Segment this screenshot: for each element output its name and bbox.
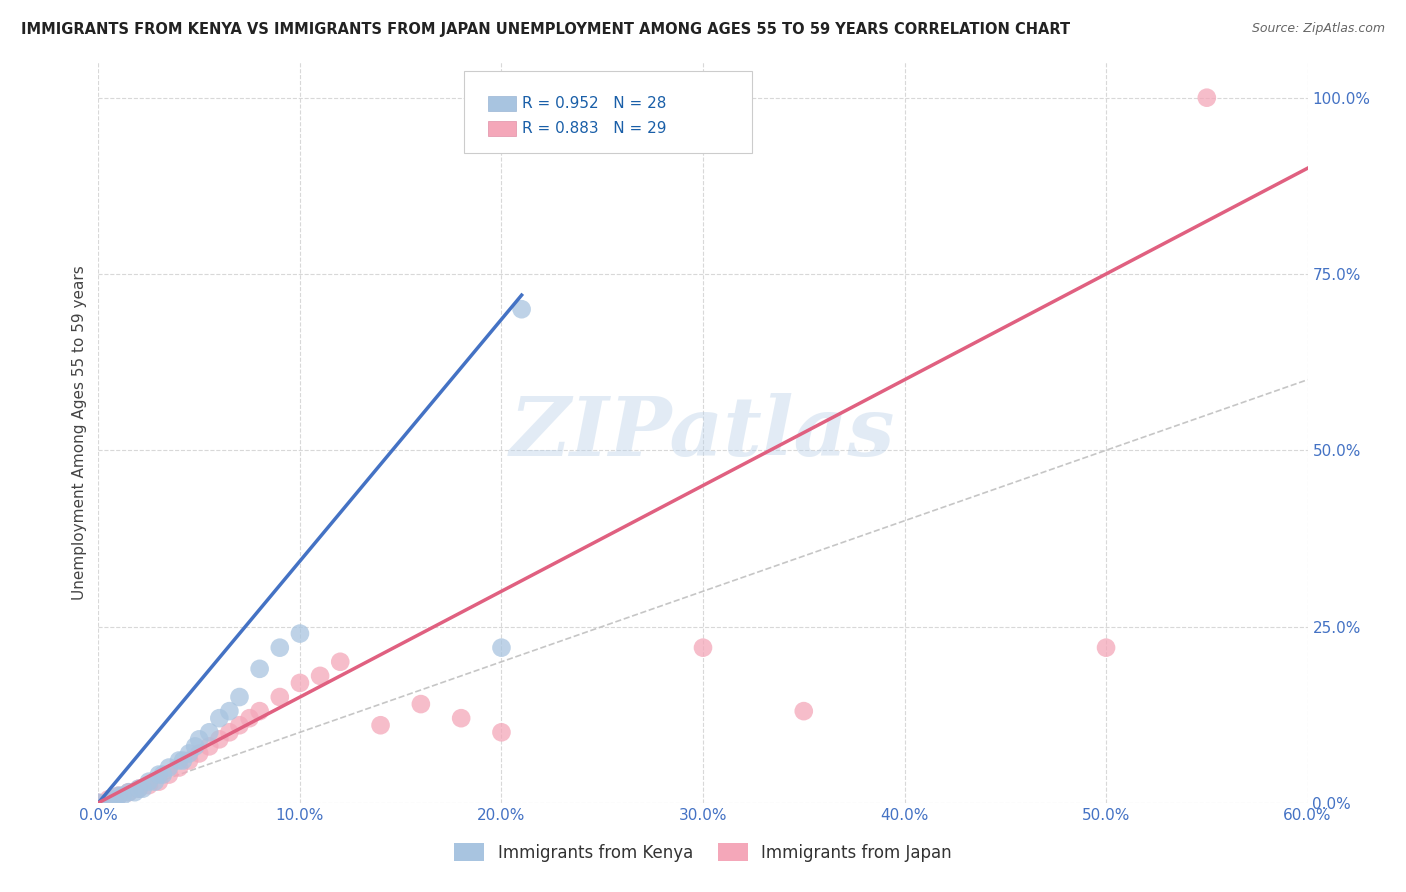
Point: [288, 626, 311, 640]
Point: [118, 785, 141, 799]
Y-axis label: Unemployment Among Ages 55 to 59 years: Unemployment Among Ages 55 to 59 years: [72, 265, 87, 600]
Point: [97, 796, 120, 810]
Point: [132, 781, 155, 796]
Point: [188, 732, 211, 747]
Point: [157, 760, 180, 774]
Legend: Immigrants from Kenya, Immigrants from Japan: Immigrants from Kenya, Immigrants from J…: [447, 837, 959, 869]
Text: IMMIGRANTS FROM KENYA VS IMMIGRANTS FROM JAPAN UNEMPLOYMENT AMONG AGES 55 TO 59 : IMMIGRANTS FROM KENYA VS IMMIGRANTS FROM…: [21, 22, 1070, 37]
Point: [179, 747, 201, 761]
Point: [269, 640, 291, 655]
Point: [188, 747, 211, 761]
Point: [103, 792, 125, 806]
Point: [218, 704, 240, 718]
Point: [124, 785, 146, 799]
Point: [269, 690, 291, 704]
Point: [228, 690, 250, 704]
Point: [148, 774, 170, 789]
Point: [107, 789, 129, 803]
Point: [172, 754, 194, 768]
Text: R = 0.952   N = 28: R = 0.952 N = 28: [522, 96, 666, 112]
Point: [87, 796, 110, 810]
Text: R = 0.883   N = 29: R = 0.883 N = 29: [522, 121, 666, 136]
Point: [107, 789, 129, 803]
Point: [409, 697, 432, 711]
Point: [329, 655, 352, 669]
Point: [228, 718, 250, 732]
Point: [218, 725, 240, 739]
Point: [148, 767, 170, 781]
Point: [167, 754, 190, 768]
Point: [1195, 91, 1218, 105]
Text: Source: ZipAtlas.com: Source: ZipAtlas.com: [1251, 22, 1385, 36]
Point: [793, 704, 815, 718]
Point: [138, 774, 160, 789]
Point: [111, 789, 134, 803]
Point: [157, 767, 180, 781]
Point: [208, 711, 231, 725]
Point: [143, 774, 166, 789]
Point: [97, 792, 120, 806]
Point: [249, 704, 271, 718]
Point: [198, 725, 221, 739]
Point: [198, 739, 221, 754]
Point: [87, 796, 110, 810]
Point: [450, 711, 472, 725]
Point: [1095, 640, 1118, 655]
Point: [510, 302, 533, 317]
Point: [491, 640, 513, 655]
Point: [118, 785, 141, 799]
Point: [152, 767, 174, 781]
Point: [179, 754, 201, 768]
Point: [370, 718, 392, 732]
Point: [692, 640, 714, 655]
Point: [288, 676, 311, 690]
Point: [167, 760, 190, 774]
Point: [128, 781, 150, 796]
Point: [128, 781, 150, 796]
Point: [138, 778, 160, 792]
Point: [239, 711, 262, 725]
Point: [309, 669, 332, 683]
Point: [491, 725, 513, 739]
Point: [184, 739, 207, 754]
Text: ZIPatlas: ZIPatlas: [510, 392, 896, 473]
Point: [208, 732, 231, 747]
Point: [249, 662, 271, 676]
